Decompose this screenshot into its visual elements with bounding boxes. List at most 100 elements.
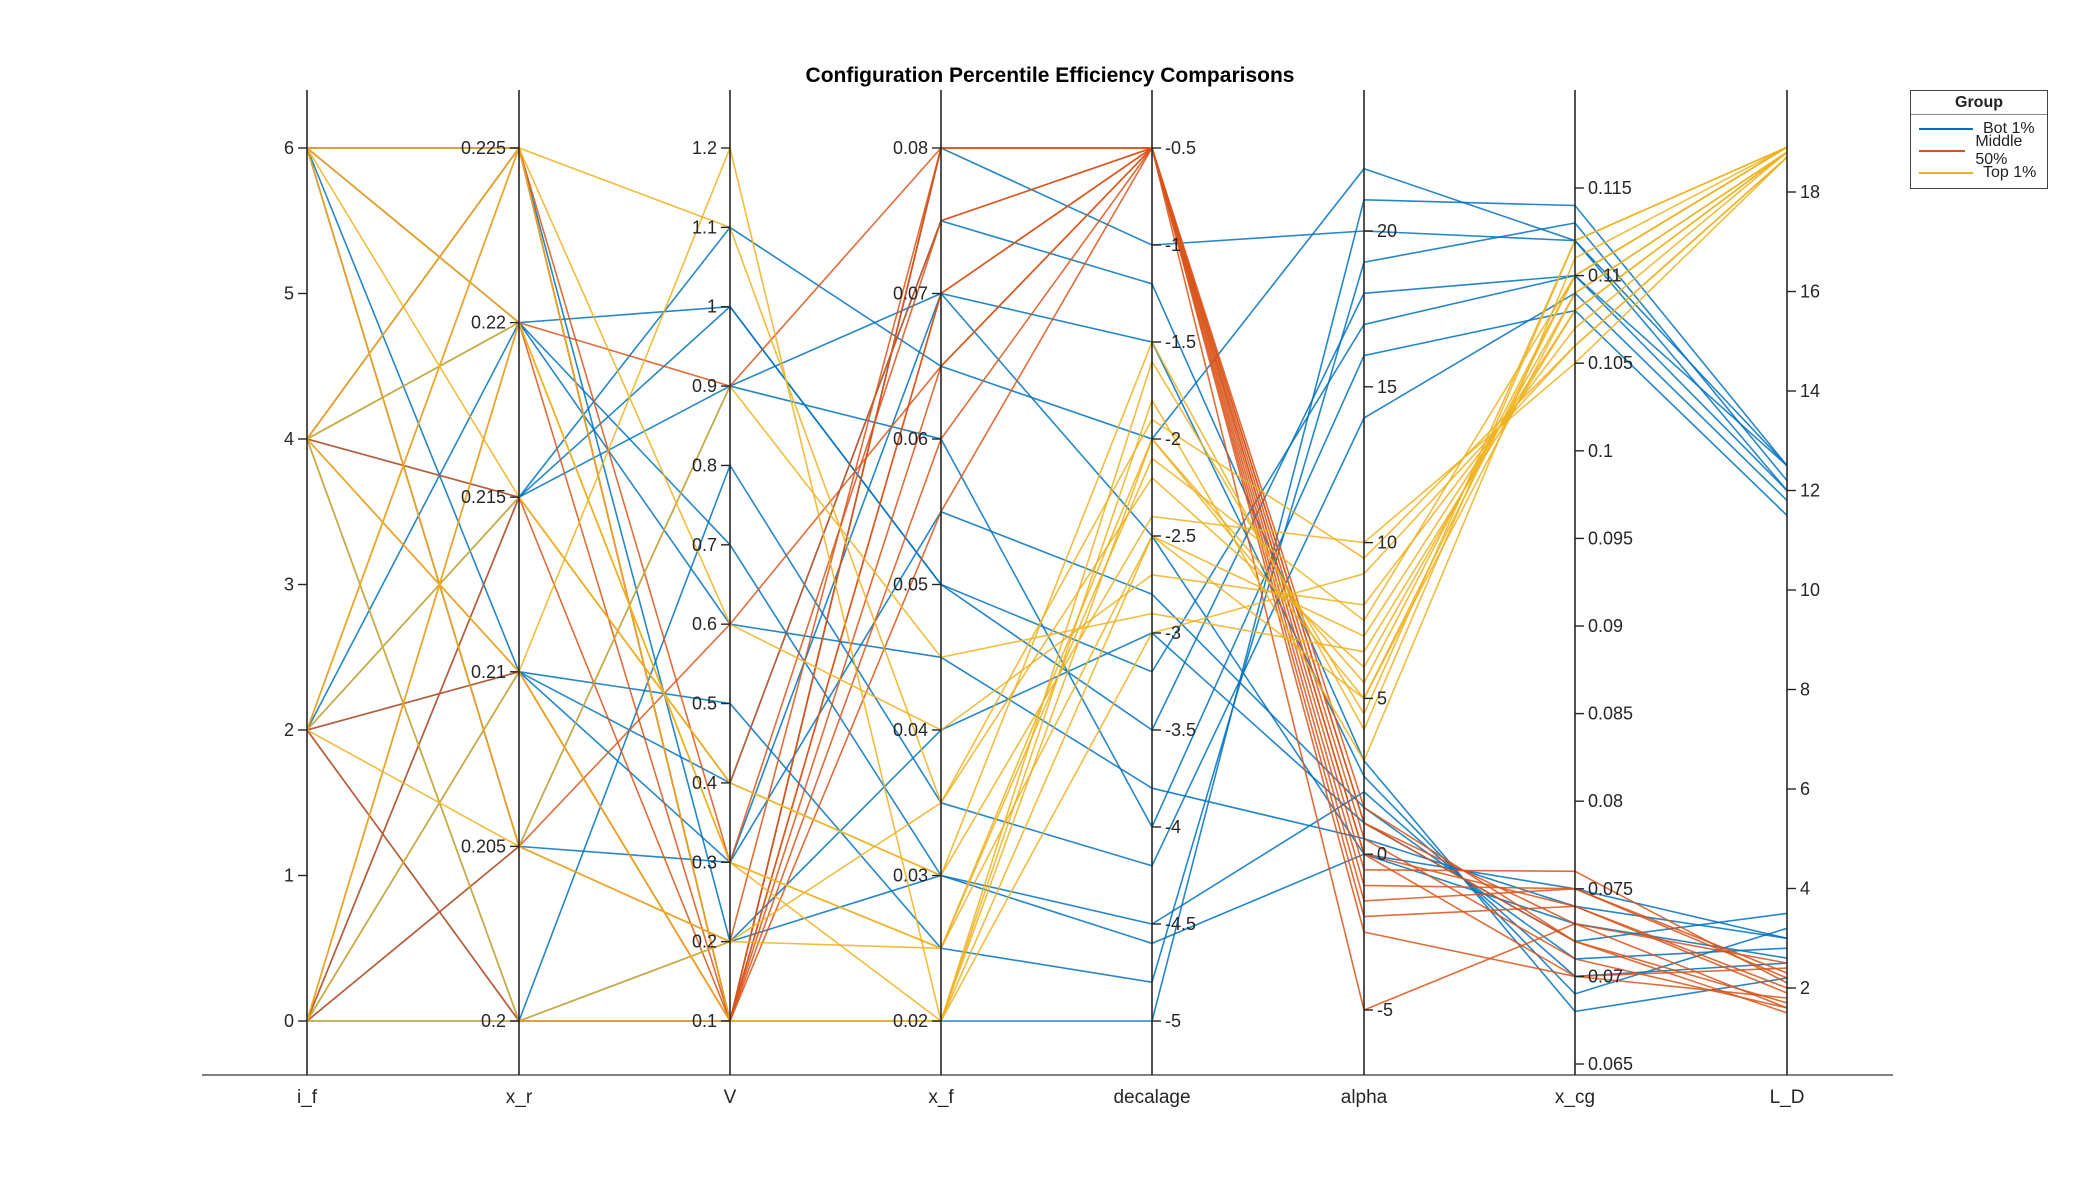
series-line-bot-1--3: [306, 147, 1788, 978]
tick-label-x-f-6: 0.08: [893, 138, 928, 158]
chart-title: Configuration Percentile Efficiency Comp…: [806, 64, 1295, 87]
axis-label-alpha: alpha: [1341, 1087, 1388, 1108]
tick-label-x-r-0: 0.2: [481, 1011, 506, 1031]
axis-label-decalage: decalage: [1113, 1087, 1190, 1108]
tick-label-i-f-0: 0: [284, 1011, 294, 1031]
series-line-bot-1--8: [306, 167, 1788, 1022]
tick-label-l-d-6: 14: [1800, 381, 1820, 401]
tick-label-i-f-6: 6: [284, 138, 294, 158]
tick-label-x-cg-4: 0.085: [1588, 704, 1633, 724]
tick-label-x-cg-6: 0.095: [1588, 528, 1633, 548]
tick-label-v-11: 1.2: [692, 138, 717, 158]
tick-label-decalage-0: -5: [1165, 1011, 1181, 1031]
tick-label-x-cg-3: 0.08: [1588, 791, 1623, 811]
legend-label-top: Top 1%: [1983, 164, 2037, 181]
tick-label-l-d-4: 10: [1800, 580, 1820, 600]
tick-label-decalage-6: -2: [1165, 429, 1181, 449]
tick-label-x-r-5: 0.225: [461, 138, 506, 158]
tick-label-x-cg-1: 0.07: [1588, 966, 1623, 986]
tick-label-l-d-5: 12: [1800, 481, 1820, 501]
legend-swatch-middle: [1919, 150, 1966, 152]
series-line-bot-1--12: [306, 222, 1788, 1022]
tick-label-v-10: 1.1: [692, 217, 717, 237]
series-line-top-1--8: [306, 147, 1788, 877]
tick-label-alpha-4: 15: [1377, 377, 1397, 397]
legend: Group Bot 1% Middle 50% Top 1%: [1910, 90, 2048, 189]
series-line-bot-1--15: [307, 147, 1788, 959]
legend-swatch-top: [1919, 172, 1973, 174]
series-line-bot-1--4: [306, 309, 1788, 1022]
tick-label-alpha-3: 10: [1377, 533, 1397, 553]
tick-label-l-d-2: 6: [1800, 779, 1810, 799]
tick-label-x-cg-7: 0.1: [1588, 441, 1613, 461]
tick-label-v-8: 0.9: [692, 376, 717, 396]
tick-label-i-f-1: 1: [284, 866, 294, 886]
legend-label-middle: Middle 50%: [1975, 133, 2023, 168]
tick-label-decalage-9: -0.5: [1165, 138, 1196, 158]
series-line-top-1--13: [306, 147, 1788, 805]
tick-label-i-f-4: 4: [284, 429, 294, 449]
axis-label-x-f: x_f: [928, 1087, 954, 1108]
tick-label-x-f-3: 0.05: [893, 575, 928, 595]
tick-label-l-d-1: 4: [1800, 879, 1810, 899]
axis-label-x-r: x_r: [506, 1087, 533, 1108]
tick-label-v-0: 0.1: [692, 1011, 717, 1031]
tick-label-x-f-5: 0.07: [893, 284, 928, 304]
series-line-bot-1--2: [306, 274, 1788, 732]
series-line-top-1--10: [306, 151, 1788, 848]
tick-label-x-f-0: 0.02: [893, 1011, 928, 1031]
tick-label-v-5: 0.6: [692, 614, 717, 634]
series-line-top-1--12: [306, 147, 1788, 1023]
tick-label-decalage-5: -2.5: [1165, 526, 1196, 546]
polylines-layer: [306, 145, 1788, 1025]
series-line-bot-1--14: [306, 274, 1788, 673]
tick-label-x-f-2: 0.04: [893, 720, 928, 740]
tick-label-x-cg-8: 0.105: [1588, 353, 1633, 373]
axis-label-x-cg: x_cg: [1555, 1087, 1595, 1108]
tick-label-v-7: 0.8: [692, 455, 717, 475]
tick-label-v-4: 0.5: [692, 694, 717, 714]
tick-label-i-f-5: 5: [284, 284, 294, 304]
legend-item-bot: Bot 1%: [1911, 118, 2047, 140]
tick-label-decalage-4: -3: [1165, 623, 1181, 643]
legend-label-bot: Bot 1%: [1983, 120, 2035, 137]
series-line-top-1--4: [306, 147, 1788, 943]
series-line-middle-50--7: [306, 147, 1788, 984]
series-line-top-1--9: [306, 146, 1788, 1022]
tick-label-l-d-7: 16: [1800, 282, 1820, 302]
tick-label-v-1: 0.2: [692, 932, 717, 952]
series-line-top-1--3: [306, 145, 1788, 1024]
series-line-bot-1--11: [306, 147, 1788, 960]
tick-label-x-f-1: 0.03: [893, 866, 928, 886]
legend-swatch-bot: [1919, 128, 1973, 130]
tick-label-l-d-3: 8: [1800, 680, 1810, 700]
series-line-middle-50--11: [306, 146, 1788, 974]
series-line-top-1--11: [307, 146, 1788, 1022]
series-line-bot-1--9: [306, 321, 1788, 940]
tick-label-i-f-2: 2: [284, 720, 294, 740]
tick-label-decalage-3: -3.5: [1165, 720, 1196, 740]
tick-label-alpha-0: -5: [1377, 1000, 1393, 1020]
tick-label-i-f-3: 3: [284, 575, 294, 595]
tick-label-decalage-1: -4.5: [1165, 914, 1196, 934]
tick-label-decalage-7: -1.5: [1165, 332, 1196, 352]
series-line-top-1--0: [307, 146, 1788, 1022]
tick-label-decalage-8: -1: [1165, 235, 1181, 255]
axes-layer: 0123456i_f0.20.2050.210.2150.220.225x_r0…: [202, 90, 1893, 1108]
tick-label-v-3: 0.4: [692, 773, 717, 793]
tick-label-alpha-5: 20: [1377, 221, 1397, 241]
tick-label-v-9: 1: [707, 297, 717, 317]
series-line-bot-1--1: [306, 291, 1788, 940]
tick-label-x-f-4: 0.06: [893, 429, 928, 449]
tick-label-alpha-2: 5: [1377, 688, 1387, 708]
tick-label-v-2: 0.3: [692, 852, 717, 872]
tick-label-v-6: 0.7: [692, 535, 717, 555]
tick-label-x-cg-0: 0.065: [1588, 1054, 1633, 1074]
tick-label-x-r-3: 0.215: [461, 487, 506, 507]
series-line-bot-1--13: [306, 292, 1788, 995]
tick-label-x-cg-9: 0.11: [1588, 266, 1622, 286]
tick-label-l-d-0: 2: [1800, 978, 1810, 998]
tick-label-x-cg-2: 0.075: [1588, 879, 1633, 899]
tick-label-x-cg-10: 0.115: [1588, 178, 1632, 198]
